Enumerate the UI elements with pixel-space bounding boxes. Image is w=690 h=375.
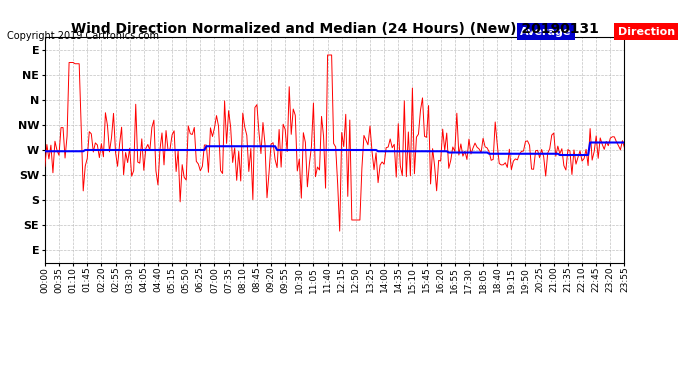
Title: Wind Direction Normalized and Median (24 Hours) (New) 20190131: Wind Direction Normalized and Median (24… [70,22,599,36]
Text: Direction: Direction [618,27,675,37]
Text: Average: Average [520,27,571,37]
Text: Copyright 2019 Cartronics.com: Copyright 2019 Cartronics.com [7,32,159,41]
